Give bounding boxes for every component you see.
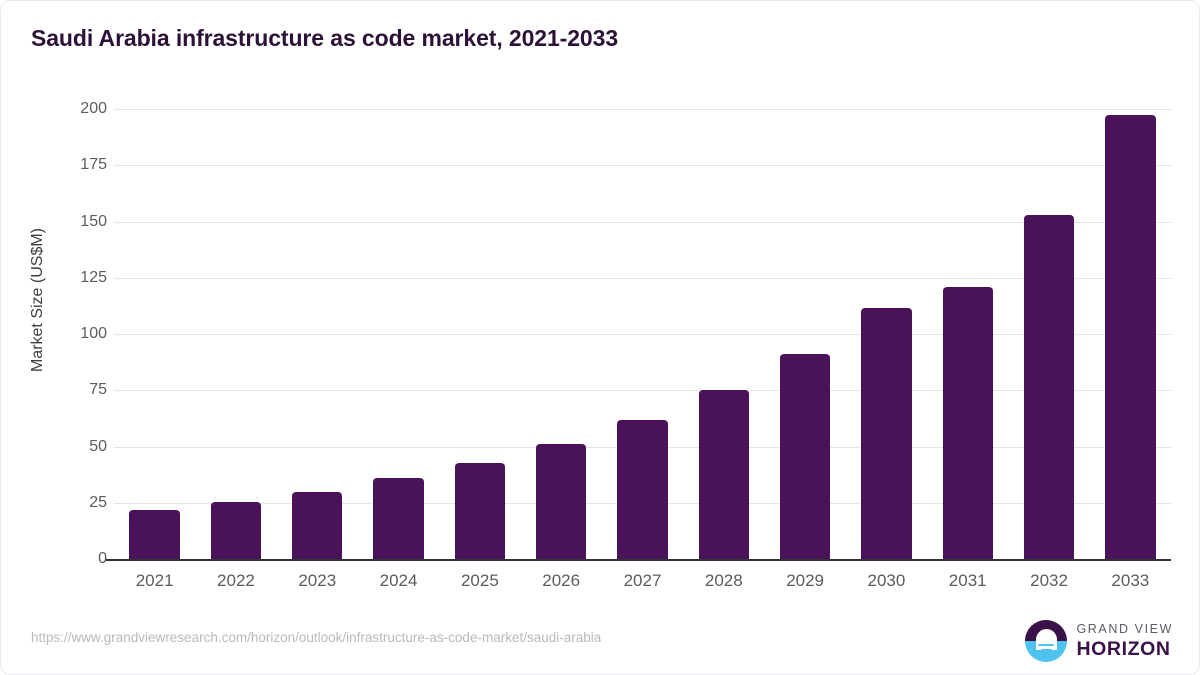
x-tick-label: 2030 (867, 571, 906, 590)
page-title: Saudi Arabia infrastructure as code mark… (31, 25, 619, 51)
gridline (114, 334, 1171, 335)
y-tick-label: 75 (89, 381, 107, 399)
x-tick-label: 2026 (542, 571, 581, 590)
bar[interactable] (454, 463, 506, 559)
gridline (114, 221, 1171, 223)
bar[interactable] (779, 354, 831, 559)
brand-logo: GRAND VIEW HORIZON (1025, 619, 1173, 663)
bar[interactable] (129, 509, 180, 559)
y-tick-label: 25 (89, 493, 107, 511)
x-tick-label: 2022 (217, 571, 255, 590)
gridline (114, 390, 1171, 392)
logo-line-upper (1038, 643, 1055, 646)
bar[interactable] (617, 419, 668, 559)
x-tick-label: 2028 (704, 571, 743, 590)
gridline (114, 277, 1171, 279)
bar[interactable] (535, 444, 587, 559)
bar[interactable] (373, 478, 424, 559)
bar[interactable] (1023, 214, 1075, 559)
bar[interactable] (698, 390, 749, 559)
bar[interactable] (861, 308, 912, 559)
y-tick-label: 150 (80, 212, 107, 230)
x-tick-label: 2032 (1030, 571, 1068, 590)
x-tick-label: 2031 (948, 571, 987, 590)
y-tick-label: 200 (80, 100, 107, 117)
x-tick-label: 2033 (1111, 571, 1150, 590)
x-tick-label: 2025 (460, 571, 499, 590)
x-tick-label: 2027 (623, 571, 662, 590)
x-tick-label: 2024 (379, 571, 418, 590)
horizon-logo-icon (1025, 620, 1068, 662)
y-tick-label: 175 (80, 156, 107, 174)
bar[interactable] (942, 286, 993, 559)
gridline (114, 165, 1171, 167)
y-tick-label: 0 (98, 550, 107, 567)
brand-name-top: GRAND VIEW (1076, 622, 1173, 636)
x-tick-label: 2021 (135, 571, 174, 590)
y-tick-label: 125 (80, 268, 107, 286)
brand-logo-text: GRAND VIEW HORIZON (1076, 623, 1173, 659)
y-tick-label: 50 (89, 437, 107, 455)
logo-line-lower (1040, 649, 1052, 652)
source-url[interactable]: https://www.grandviewresearch.com/horizo… (31, 630, 602, 645)
x-axis-line (106, 559, 1171, 561)
gridline (114, 109, 1171, 110)
x-tick-label: 2029 (786, 571, 825, 590)
logo-dome-shape (1035, 629, 1057, 650)
y-tick-label: 100 (80, 325, 107, 342)
bar[interactable] (210, 501, 262, 559)
bar[interactable] (292, 491, 343, 559)
bar[interactable] (1105, 114, 1156, 559)
brand-name-bottom: HORIZON (1076, 637, 1171, 660)
x-tick-label: 2023 (298, 571, 337, 590)
